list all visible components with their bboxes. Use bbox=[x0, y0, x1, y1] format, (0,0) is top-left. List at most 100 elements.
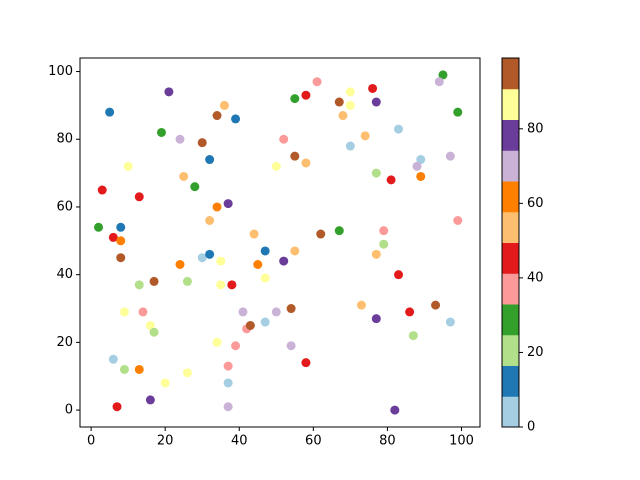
colorbar-segment bbox=[502, 211, 519, 243]
scatter-point bbox=[175, 134, 185, 144]
scatter-point bbox=[116, 222, 126, 232]
scatter-point bbox=[212, 337, 222, 347]
scatter-point bbox=[371, 249, 381, 259]
scatter-point bbox=[438, 70, 448, 80]
scatter-point bbox=[182, 368, 192, 378]
scatter-point bbox=[223, 378, 233, 388]
scatter-point bbox=[286, 304, 296, 314]
scatter-point bbox=[279, 256, 289, 266]
colorbar-segment bbox=[502, 119, 519, 151]
scatter-point bbox=[453, 107, 463, 117]
y-tick-label: 80 bbox=[56, 132, 73, 147]
scatter-point bbox=[190, 182, 200, 192]
colorbar-tick-label: 60 bbox=[527, 196, 544, 211]
scatter-point bbox=[412, 161, 422, 171]
scatter-point bbox=[260, 317, 270, 327]
scatter-point bbox=[97, 185, 107, 195]
scatter-point bbox=[312, 77, 322, 87]
scatter-point bbox=[212, 111, 222, 121]
scatter-point bbox=[134, 192, 144, 202]
scatter-point bbox=[316, 229, 326, 239]
scatter-point bbox=[119, 307, 129, 317]
scatter-point bbox=[371, 168, 381, 178]
scatter-point bbox=[379, 226, 389, 236]
scatter-point bbox=[260, 246, 270, 256]
scatter-point bbox=[434, 77, 444, 87]
colorbar-segment bbox=[502, 273, 519, 305]
colorbar-frame bbox=[501, 57, 520, 428]
scatter-point bbox=[205, 215, 215, 225]
scatter-point bbox=[223, 199, 233, 209]
scatter-point bbox=[453, 215, 463, 225]
scatter-point bbox=[394, 124, 404, 134]
scatter-point bbox=[416, 171, 426, 181]
scatter-point bbox=[105, 107, 115, 117]
scatter-point bbox=[145, 395, 155, 405]
scatter-point bbox=[134, 364, 144, 374]
scatter-point bbox=[394, 270, 404, 280]
x-tick-label: 20 bbox=[157, 434, 174, 449]
scatter-point bbox=[408, 331, 418, 341]
scatter-point bbox=[175, 260, 185, 270]
scatter-point bbox=[231, 341, 241, 351]
colorbar-segment bbox=[502, 304, 519, 336]
scatter-point bbox=[445, 317, 455, 327]
scatter-point bbox=[119, 364, 129, 374]
scatter-point bbox=[205, 155, 215, 165]
colorbar-segment bbox=[502, 396, 519, 428]
colorbar-tick-label: 0 bbox=[527, 420, 535, 435]
scatter-point bbox=[360, 131, 370, 141]
scatter-point bbox=[416, 155, 426, 165]
scatter-point bbox=[290, 94, 300, 104]
scatter-point bbox=[371, 314, 381, 324]
scatter-point bbox=[338, 111, 348, 121]
scatter-point bbox=[160, 378, 170, 388]
scatter-point bbox=[445, 151, 455, 161]
scatter-point bbox=[271, 307, 281, 317]
scatter-point bbox=[301, 358, 311, 368]
scatter-point bbox=[290, 151, 300, 161]
scatter-point bbox=[238, 307, 248, 317]
scatter-point bbox=[245, 320, 255, 330]
scatter-point bbox=[94, 222, 104, 232]
scatter-point bbox=[345, 100, 355, 110]
scatter-point bbox=[301, 90, 311, 100]
scatter-point bbox=[290, 246, 300, 256]
scatter-point bbox=[301, 158, 311, 168]
colorbar-segment bbox=[502, 181, 519, 213]
scatter-point bbox=[356, 300, 366, 310]
x-tick-label: 80 bbox=[379, 434, 396, 449]
y-tick-label: 100 bbox=[48, 64, 73, 79]
x-tick-label: 0 bbox=[87, 434, 95, 449]
scatter-point bbox=[334, 226, 344, 236]
scatter-point bbox=[345, 87, 355, 97]
scatter-point bbox=[179, 171, 189, 181]
scatter-point bbox=[253, 260, 263, 270]
scatter-point bbox=[164, 87, 174, 97]
axes-frame bbox=[79, 57, 481, 428]
scatter-point bbox=[182, 276, 192, 286]
scatter-point bbox=[219, 100, 229, 110]
scatter-point bbox=[145, 320, 155, 330]
scatter-point bbox=[116, 253, 126, 263]
colorbar-segment bbox=[502, 88, 519, 120]
scatter-point bbox=[197, 138, 207, 148]
scatter-point bbox=[149, 327, 159, 337]
scatter-point bbox=[371, 97, 381, 107]
scatter-point bbox=[271, 161, 281, 171]
scatter-point bbox=[212, 202, 222, 212]
colorbar-tick-label: 40 bbox=[527, 270, 544, 285]
colorbar-segment bbox=[502, 150, 519, 182]
scatter-point bbox=[216, 280, 226, 290]
scatter-point bbox=[345, 141, 355, 151]
y-tick-label: 0 bbox=[65, 403, 73, 418]
scatter-point bbox=[112, 402, 122, 412]
scatter-point bbox=[249, 229, 259, 239]
x-tick-label: 60 bbox=[305, 434, 322, 449]
scatter-point bbox=[123, 161, 133, 171]
scatter-point bbox=[431, 300, 441, 310]
colorbar-segment bbox=[502, 365, 519, 397]
scatter-point bbox=[134, 280, 144, 290]
scatter-point bbox=[334, 97, 344, 107]
